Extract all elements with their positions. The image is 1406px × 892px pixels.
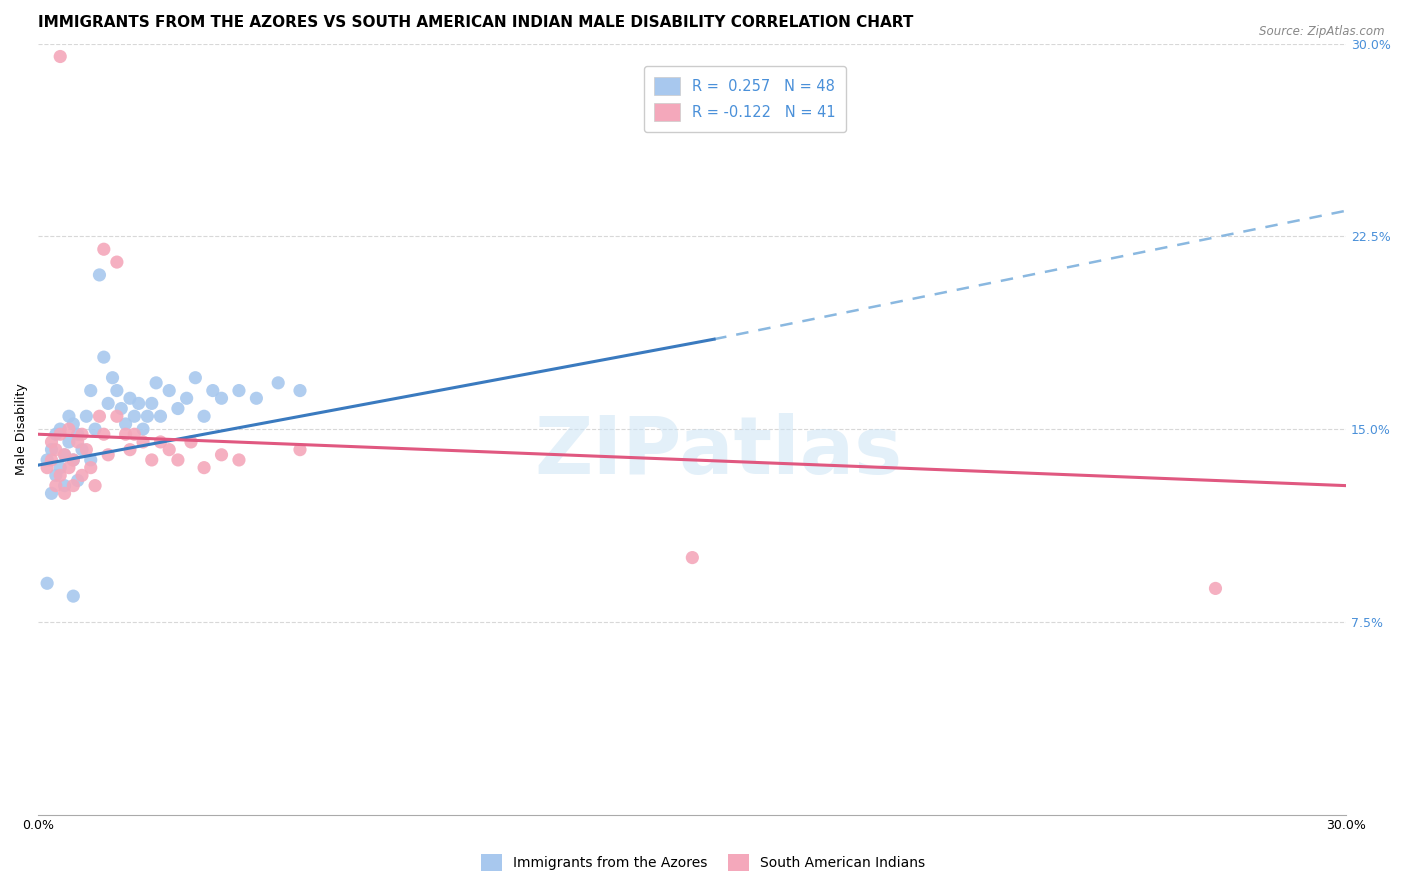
Point xyxy=(75,409,97,424)
Point xyxy=(141,396,163,410)
Point xyxy=(75,442,97,457)
Point xyxy=(80,460,103,475)
Point xyxy=(45,427,67,442)
Point xyxy=(157,442,180,457)
Point xyxy=(62,453,84,467)
Point xyxy=(141,453,163,467)
Point xyxy=(132,434,155,449)
Point xyxy=(49,49,72,63)
Point xyxy=(41,453,63,467)
Point xyxy=(70,468,93,483)
Point xyxy=(53,448,76,462)
Point xyxy=(180,434,202,449)
Point xyxy=(84,422,107,436)
Point xyxy=(58,409,80,424)
Point xyxy=(58,422,80,436)
Point xyxy=(45,468,67,483)
Point xyxy=(93,242,115,256)
Point xyxy=(245,391,267,405)
Point xyxy=(288,384,311,398)
Point xyxy=(62,589,84,603)
Point xyxy=(58,434,80,449)
Point xyxy=(132,422,155,436)
Point xyxy=(97,448,120,462)
Point xyxy=(167,453,190,467)
Point xyxy=(105,384,128,398)
Point xyxy=(37,460,59,475)
Point xyxy=(118,442,141,457)
Point xyxy=(53,486,76,500)
Point xyxy=(110,401,132,416)
Point xyxy=(97,396,120,410)
Point xyxy=(267,376,290,390)
Point xyxy=(93,350,115,364)
Point xyxy=(288,442,311,457)
Text: IMMIGRANTS FROM THE AZORES VS SOUTH AMERICAN INDIAN MALE DISABILITY CORRELATION : IMMIGRANTS FROM THE AZORES VS SOUTH AMER… xyxy=(38,15,914,30)
Point xyxy=(62,417,84,431)
Point xyxy=(45,478,67,492)
Point xyxy=(70,442,93,457)
Point xyxy=(89,409,111,424)
Point xyxy=(41,434,63,449)
Point xyxy=(53,478,76,492)
Point xyxy=(66,434,89,449)
Point xyxy=(228,384,250,398)
Point xyxy=(124,427,146,442)
Point xyxy=(53,448,76,462)
Point xyxy=(41,486,63,500)
Text: ZIPatlas: ZIPatlas xyxy=(534,413,903,491)
Point xyxy=(37,576,59,591)
Point xyxy=(114,427,136,442)
Point xyxy=(58,460,80,475)
Point xyxy=(37,453,59,467)
Point xyxy=(1204,582,1226,596)
Point xyxy=(184,370,207,384)
Point xyxy=(41,442,63,457)
Point xyxy=(66,474,89,488)
Y-axis label: Male Disability: Male Disability xyxy=(15,384,28,475)
Point xyxy=(211,391,233,405)
Point xyxy=(105,409,128,424)
Point xyxy=(66,427,89,442)
Point xyxy=(101,370,124,384)
Point xyxy=(211,448,233,462)
Point xyxy=(681,550,703,565)
Point xyxy=(201,384,224,398)
Point xyxy=(149,409,172,424)
Point xyxy=(49,468,72,483)
Text: Source: ZipAtlas.com: Source: ZipAtlas.com xyxy=(1260,25,1385,38)
Point xyxy=(136,409,159,424)
Point xyxy=(62,478,84,492)
Point xyxy=(149,434,172,449)
Point xyxy=(89,268,111,282)
Point xyxy=(70,427,93,442)
Point xyxy=(193,460,215,475)
Point xyxy=(193,409,215,424)
Point xyxy=(49,427,72,442)
Legend: R =  0.257   N = 48, R = -0.122   N = 41: R = 0.257 N = 48, R = -0.122 N = 41 xyxy=(644,66,845,131)
Point xyxy=(49,460,72,475)
Point xyxy=(145,376,167,390)
Point xyxy=(128,396,150,410)
Point xyxy=(228,453,250,467)
Point xyxy=(176,391,198,405)
Point xyxy=(49,422,72,436)
Point xyxy=(93,427,115,442)
Point xyxy=(157,384,180,398)
Point xyxy=(80,384,103,398)
Point xyxy=(114,417,136,431)
Legend: Immigrants from the Azores, South American Indians: Immigrants from the Azores, South Americ… xyxy=(475,848,931,876)
Point xyxy=(84,478,107,492)
Point xyxy=(45,442,67,457)
Point xyxy=(62,453,84,467)
Point xyxy=(118,391,141,405)
Point xyxy=(80,453,103,467)
Point xyxy=(105,255,128,269)
Point xyxy=(124,409,146,424)
Point xyxy=(167,401,190,416)
